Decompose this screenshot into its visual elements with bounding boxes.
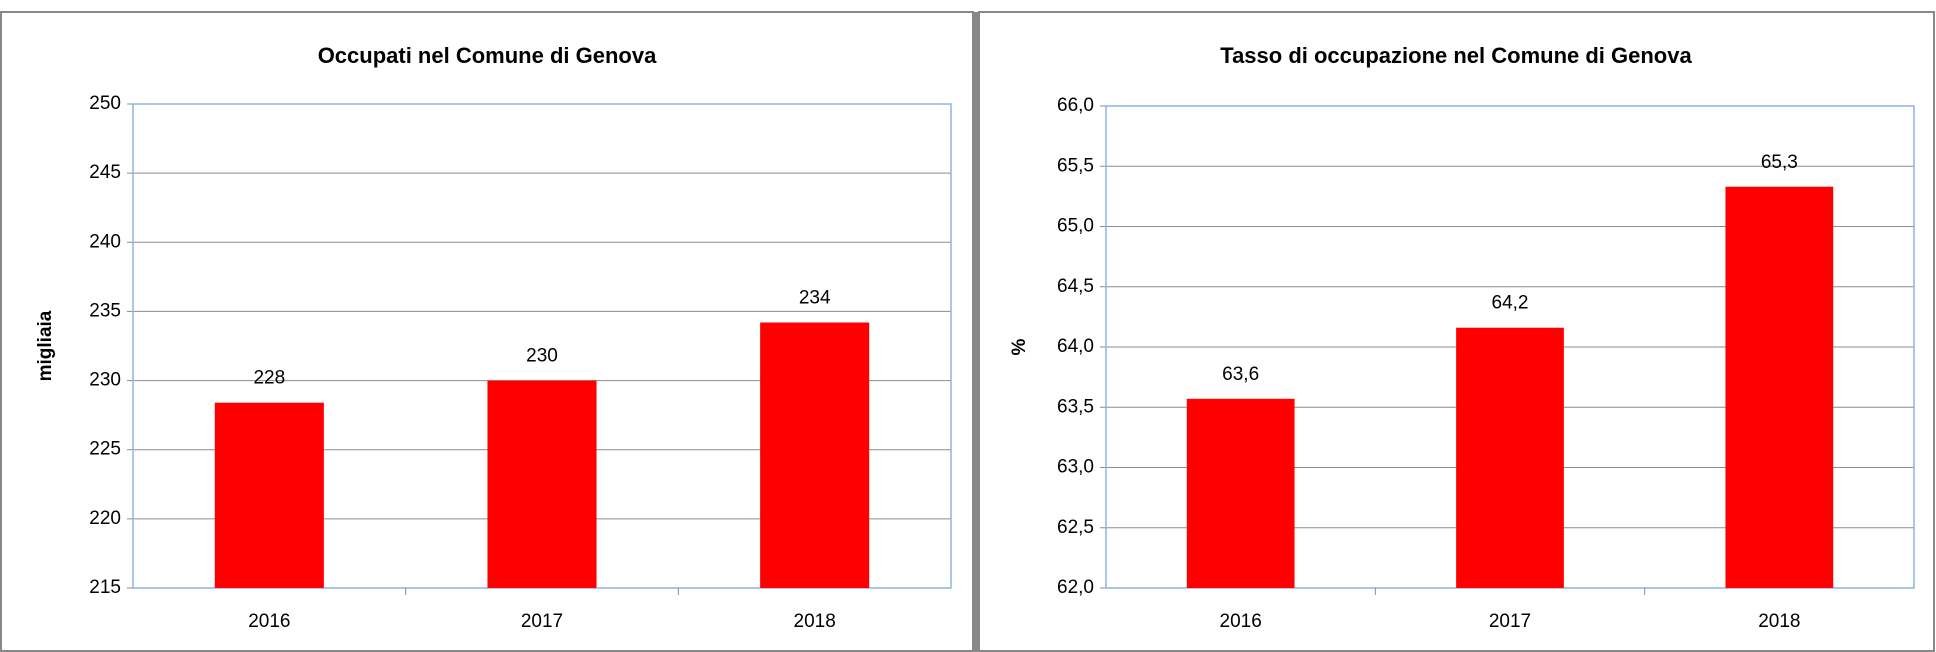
bar — [487, 380, 597, 588]
data-label: 65,3 — [1761, 152, 1798, 173]
bar — [760, 322, 870, 588]
y-tick-label: 220 — [89, 508, 121, 529]
y-tick-label: 62,0 — [1057, 577, 1094, 598]
chart-title: Tasso di occupazione nel Comune di Genov… — [1220, 43, 1692, 68]
data-label: 63,6 — [1222, 364, 1259, 385]
x-tick-label: 2018 — [794, 611, 836, 632]
chart-title: Occupati nel Comune di Genova — [318, 43, 657, 68]
y-tick-label: 66,0 — [1057, 95, 1094, 116]
x-tick-label: 2018 — [1758, 611, 1800, 632]
bar — [214, 402, 324, 588]
y-tick-label: 215 — [89, 577, 121, 598]
y-tick-label: 64,0 — [1057, 336, 1094, 357]
bar — [1456, 327, 1564, 588]
data-label: 234 — [799, 288, 831, 309]
x-tick-label: 2016 — [1220, 611, 1262, 632]
x-tick-label: 2016 — [248, 611, 290, 632]
data-label: 230 — [526, 346, 558, 367]
y-tick-label: 225 — [89, 439, 121, 460]
y-tick-label: 63,0 — [1057, 457, 1094, 478]
data-label: 64,2 — [1492, 293, 1529, 314]
bar — [1725, 186, 1834, 589]
y-tick-label: 230 — [89, 370, 121, 391]
y-tick-label: 65,0 — [1057, 216, 1094, 237]
y-tick-label: 245 — [89, 162, 121, 183]
y-tick-label: 250 — [89, 93, 121, 114]
y-tick-label: 235 — [89, 300, 121, 321]
y-axis-label: migliaia — [35, 310, 56, 381]
y-tick-label: 62,5 — [1057, 517, 1094, 538]
bar — [1186, 398, 1295, 588]
x-tick-label: 2017 — [521, 611, 563, 632]
y-tick-label: 63,5 — [1057, 396, 1094, 417]
y-tick-label: 64,5 — [1057, 276, 1094, 297]
y-tick-label: 240 — [89, 231, 121, 252]
y-tick-label: 65,5 — [1057, 155, 1094, 176]
divider — [973, 12, 979, 652]
x-tick-label: 2017 — [1489, 611, 1531, 632]
data-label: 228 — [253, 368, 285, 389]
y-axis-label: % — [1009, 338, 1030, 355]
